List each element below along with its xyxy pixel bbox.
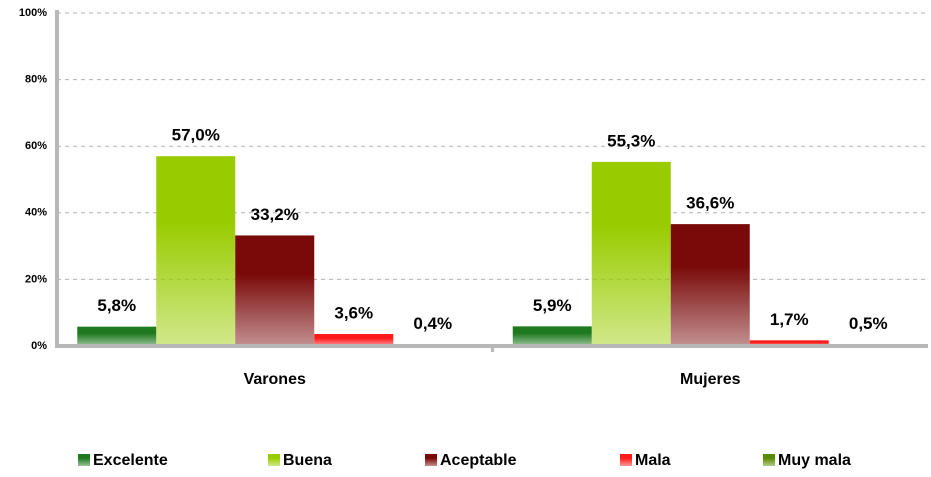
legend-label: Buena — [283, 452, 332, 469]
y-tick-label: 0% — [31, 340, 47, 352]
value-label: 33,2% — [251, 205, 299, 224]
y-tick-label: 100% — [19, 7, 47, 19]
y-tick-label: 60% — [25, 140, 47, 152]
value-label: 5,9% — [533, 296, 572, 315]
bar — [77, 326, 157, 346]
value-label: 55,3% — [607, 131, 655, 150]
value-label: 5,8% — [97, 296, 136, 315]
y-tick-label: 40% — [25, 207, 47, 219]
y-tick-label: 20% — [25, 273, 47, 285]
bar — [235, 235, 315, 346]
x-tick-label: Varones — [244, 371, 306, 388]
legend-swatch — [620, 454, 632, 466]
bar — [156, 156, 236, 346]
value-label: 36,6% — [686, 194, 734, 213]
value-label: 3,6% — [334, 303, 373, 322]
legend-label: Mala — [635, 452, 671, 469]
x-tick-label: Mujeres — [680, 371, 741, 388]
y-tick-label: 80% — [25, 74, 47, 86]
legend-label: Aceptable — [440, 452, 517, 469]
legend-swatch — [78, 454, 90, 466]
value-label: 0,4% — [413, 314, 452, 333]
legend-swatch — [268, 454, 280, 466]
legend-swatch — [763, 454, 775, 466]
bar — [591, 161, 671, 346]
bar — [314, 334, 394, 346]
bar — [670, 224, 750, 346]
bar — [512, 326, 592, 346]
value-label: 57,0% — [172, 126, 220, 145]
legend-label: Muy mala — [778, 452, 851, 469]
bar — [749, 340, 829, 346]
value-label: 1,7% — [770, 310, 809, 329]
legend-swatch — [425, 454, 437, 466]
value-label: 0,5% — [849, 314, 888, 333]
legend-label: Excelente — [93, 452, 168, 469]
